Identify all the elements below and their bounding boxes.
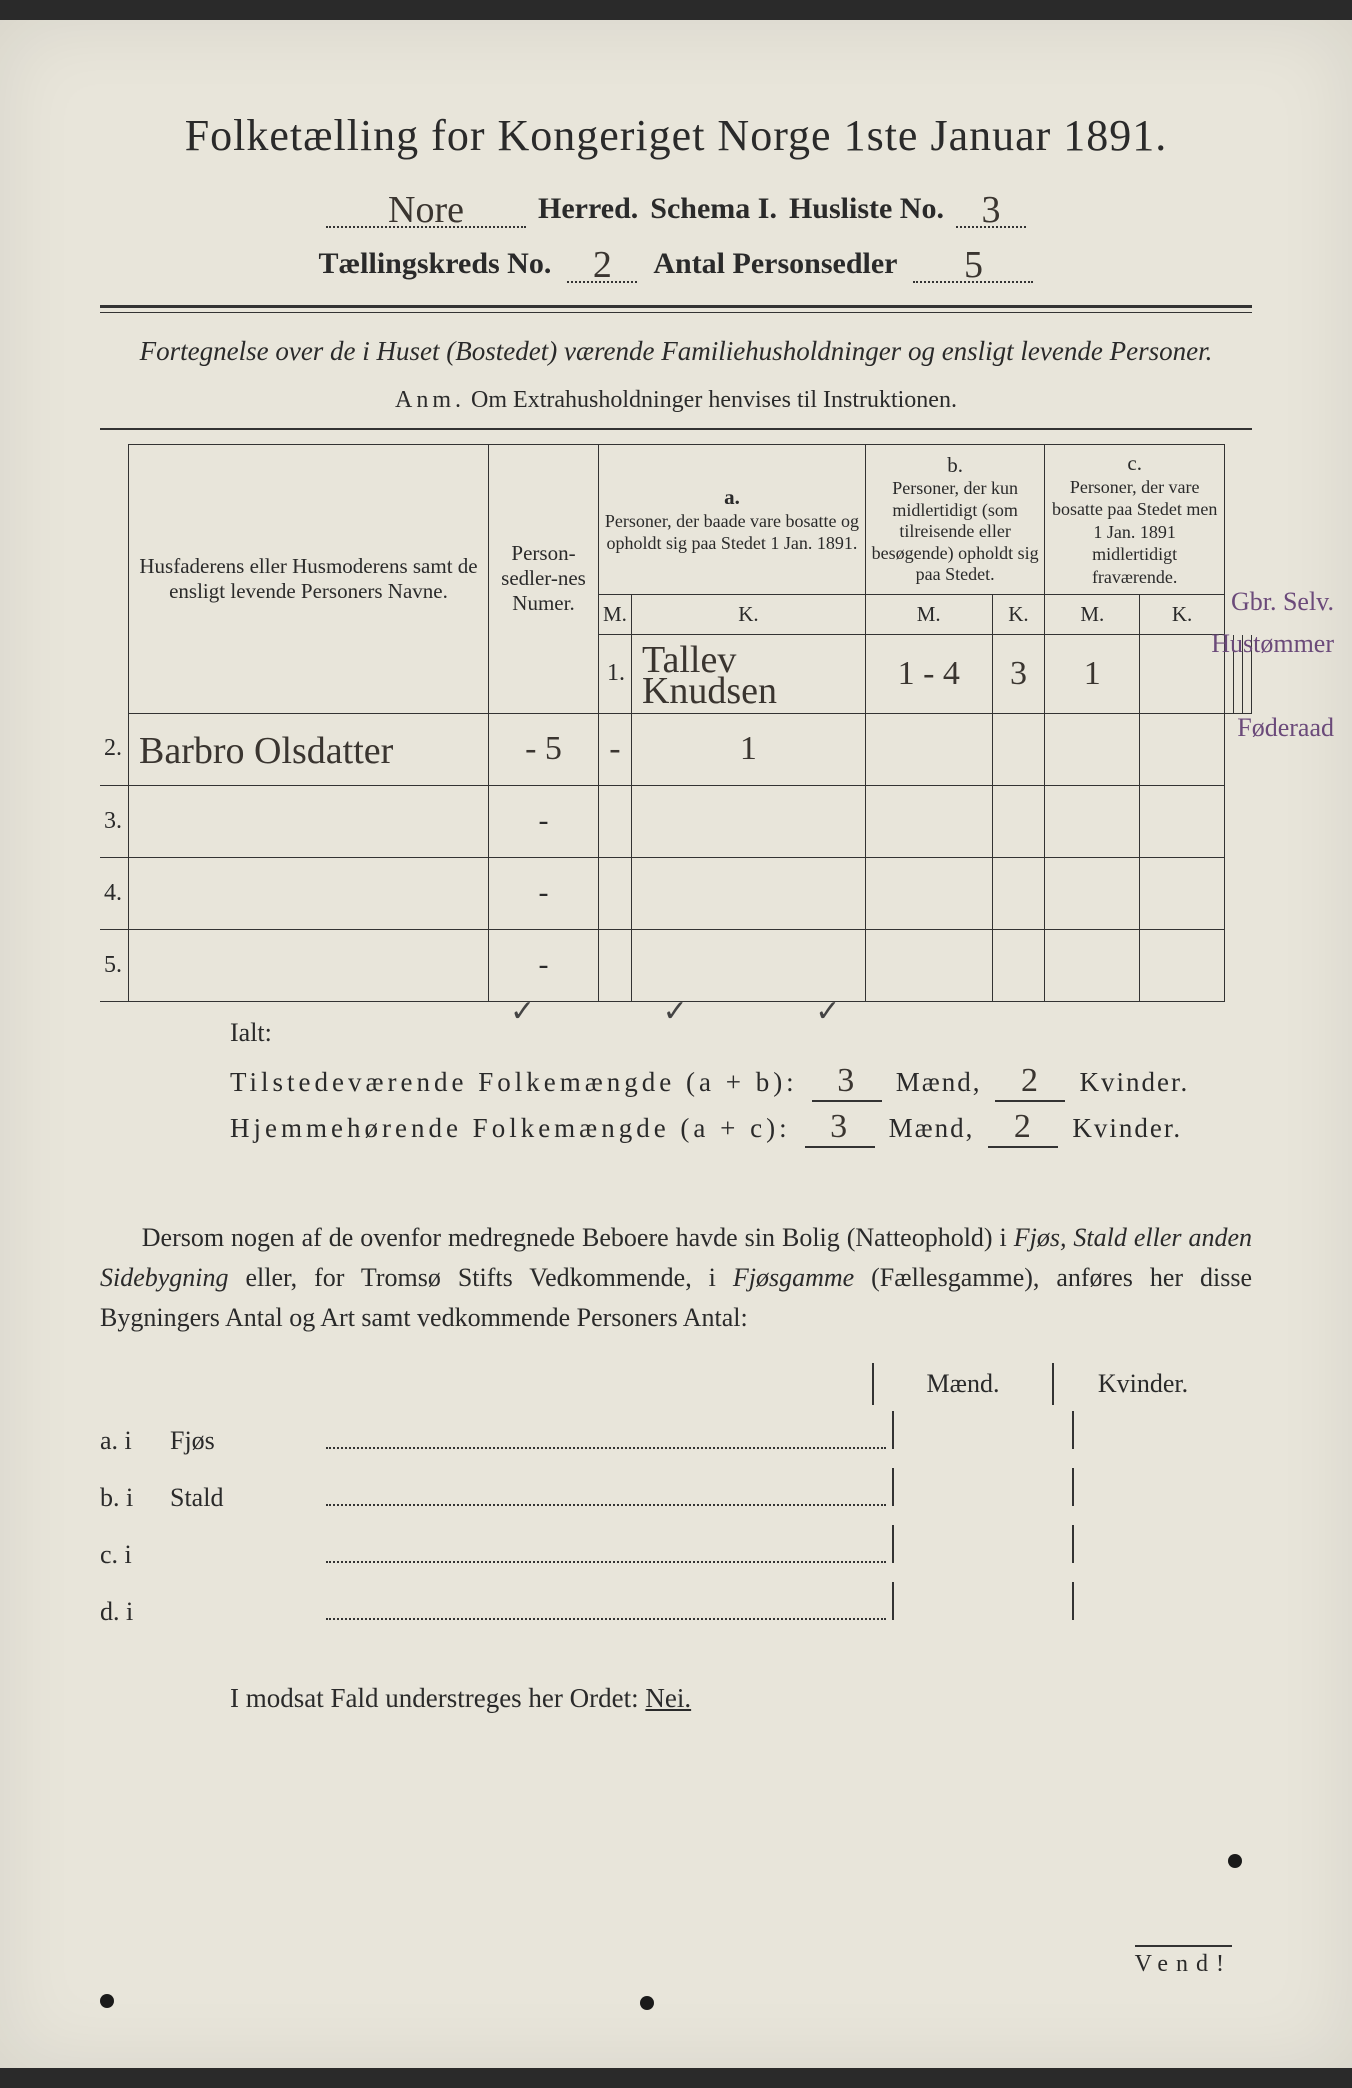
table-row: 3. - [100, 785, 1252, 857]
annotation-line: Anm. Om Extrahusholdninger henvises til … [100, 387, 1252, 414]
name-value: Tallev Knudsen [642, 645, 861, 706]
table-row: 4. - [100, 857, 1252, 929]
col-a-k: K. [631, 595, 865, 635]
kreds-field: 2 [567, 246, 637, 283]
totals-block: Ialt: Tilstedeværende Folkemængde (a + b… [100, 1018, 1252, 1148]
binding-hole-icon [100, 1994, 114, 2008]
husliste-value: 3 [981, 195, 1000, 225]
col-header-b: b. Personer, der kun midlertidigt (som t… [865, 444, 1045, 595]
kreds-label: Tællingskreds No. [319, 247, 552, 281]
margin-note-top: Gbr. Selv. [1231, 588, 1334, 617]
resident-k: 2 [1014, 1108, 1033, 1145]
rule-divider-2 [100, 428, 1252, 430]
household-table: Husfaderens eller Husmoderens samt de en… [100, 444, 1252, 1002]
margin-note-2: Føderaad [1237, 714, 1334, 743]
table-row: 5. - [100, 929, 1252, 1001]
resident-count-line: Hjemmehørende Folkemængde (a + c): 3 Mæn… [230, 1108, 1252, 1148]
present-k: 2 [1021, 1062, 1040, 1099]
col-b-m: M. [865, 595, 992, 635]
husliste-label: Husliste No. [789, 192, 944, 226]
col-header-ps: Person-sedler-nes Numer. [489, 444, 599, 713]
outbuild-row: a. i Fjøs [100, 1405, 1252, 1462]
present-count-line: Tilstedeværende Folkemængde (a + b): 3 M… [230, 1062, 1252, 1102]
outbuild-row: d. i [100, 1576, 1252, 1633]
kreds-value: 2 [593, 250, 612, 280]
col-header-names: Husfaderens eller Husmoderens samt de en… [129, 444, 489, 713]
antal-value: 5 [964, 250, 983, 280]
col-header-a: a. Personer, der baade vare bosatte og o… [599, 444, 866, 595]
outbuild-row: b. i Stald [100, 1462, 1252, 1519]
name-value: Barbro Olsdatter [139, 736, 393, 766]
outbuilding-table: Mænd. Kvinder. a. i Fjøs b. i Stald c. i… [100, 1363, 1252, 1633]
outbuild-maend: Mænd. [872, 1363, 1052, 1405]
husliste-field: 3 [956, 191, 1026, 228]
present-m: 3 [837, 1062, 856, 1099]
binding-hole-icon [1228, 1854, 1242, 1868]
rule-divider [100, 305, 1252, 313]
outbuilding-paragraph: Dersom nogen af de ovenfor medregnede Be… [100, 1218, 1252, 1339]
nei-line: I modsat Fald understreges her Ordet: Ne… [100, 1683, 1252, 1714]
herred-field: Nore [326, 191, 526, 228]
col-header-c: c. Personer, der vare bosatte paa Stedet… [1045, 444, 1225, 595]
page-title: Folketælling for Kongeriget Norge 1ste J… [100, 110, 1252, 161]
antal-field: 5 [913, 246, 1033, 283]
binding-hole-icon [640, 1996, 654, 2010]
anm-label: Anm. [395, 387, 465, 413]
col-c-m: M. [1045, 595, 1140, 635]
antal-label: Antal Personsedler [653, 247, 897, 281]
herred-label: Herred. [538, 192, 638, 226]
subtitle: Fortegnelse over de i Huset (Bostedet) v… [100, 333, 1252, 371]
table-row: 2. Barbro Olsdatter - 5 - 1 [100, 713, 1252, 785]
subtitle-text: Fortegnelse over de i Huset (Bostedet) v… [140, 336, 1213, 366]
herred-value: Nore [388, 195, 464, 225]
resident-m: 3 [830, 1108, 849, 1145]
outbuild-row: c. i [100, 1519, 1252, 1576]
turn-over-label: Vend! [1135, 1945, 1232, 1978]
checkmarks: ✓ ✓ ✓ [510, 994, 900, 1029]
header-row-1: Nore Herred. Schema I. Husliste No. 3 [100, 191, 1252, 228]
schema-label: Schema I. [650, 192, 777, 226]
header-row-2: Tællingskreds No. 2 Antal Personsedler 5 [100, 246, 1252, 283]
col-b-k: K. [992, 595, 1045, 635]
col-a-m: M. [599, 595, 632, 635]
outbuild-header: Mænd. Kvinder. [100, 1363, 1252, 1405]
nei-word: Nei. [645, 1683, 691, 1713]
anm-text: Om Extrahusholdninger henvises til Instr… [471, 387, 957, 413]
outbuild-kvinder: Kvinder. [1052, 1363, 1232, 1405]
census-form-page: Folketælling for Kongeriget Norge 1ste J… [0, 20, 1352, 2068]
margin-note-1: Hustømmer [1211, 630, 1334, 659]
